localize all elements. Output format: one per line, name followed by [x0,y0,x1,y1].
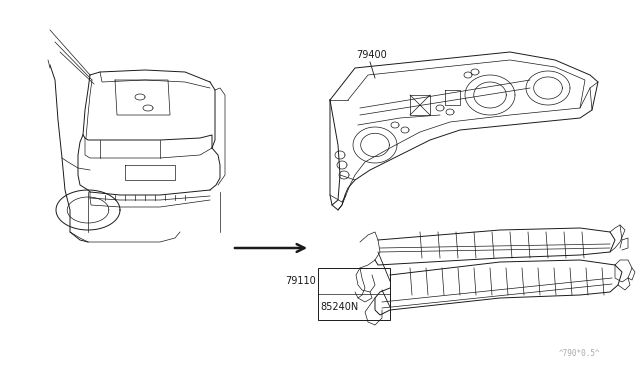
Text: 79110: 79110 [285,276,316,286]
Text: 85240N: 85240N [320,302,358,312]
Text: 79400: 79400 [356,50,387,60]
Bar [318,268,390,320]
Text: ^790*0.5^: ^790*0.5^ [558,349,600,358]
